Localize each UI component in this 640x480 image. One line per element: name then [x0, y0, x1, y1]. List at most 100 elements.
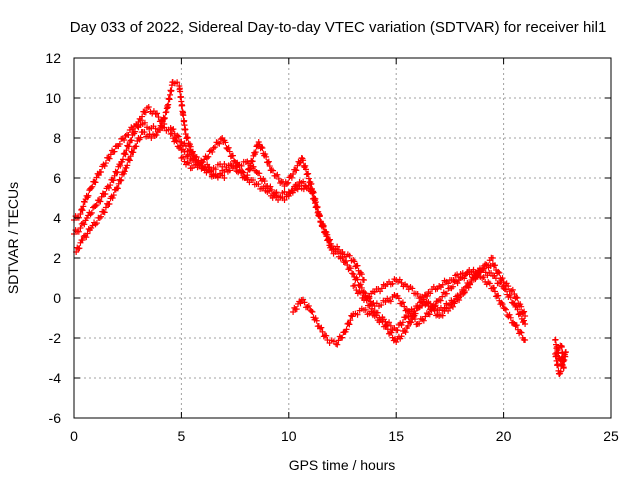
data-point-marker — [244, 172, 251, 179]
y-axis-label: SDTVAR / TECUs — [5, 182, 21, 294]
data-point-marker — [405, 323, 412, 330]
data-point-marker — [398, 333, 405, 340]
data-point-marker — [137, 117, 144, 124]
data-point-marker — [77, 225, 84, 231]
data-point-marker — [492, 262, 499, 269]
data-point-marker — [399, 319, 406, 326]
data-point-marker — [95, 172, 102, 179]
data-point-marker — [245, 165, 252, 172]
data-point-marker — [405, 313, 412, 320]
data-point-marker — [285, 179, 292, 186]
data-point-marker — [399, 299, 406, 306]
y-tick-label: -2 — [49, 330, 62, 346]
y-tick-label: 12 — [45, 50, 61, 66]
data-point-marker — [192, 156, 199, 163]
data-point-marker — [398, 279, 405, 286]
data-point-marker — [225, 144, 232, 151]
data-point-marker — [366, 302, 373, 309]
data-point-marker — [560, 358, 567, 365]
y-tick-label: 10 — [45, 90, 61, 106]
x-tick-label: 25 — [603, 428, 619, 444]
data-point-marker — [189, 148, 196, 155]
data-point-marker — [297, 300, 304, 307]
data-point-marker — [88, 209, 95, 216]
data-point-marker — [490, 262, 497, 269]
data-point-marker — [556, 345, 563, 352]
data-point-marker — [369, 288, 376, 295]
data-point-marker — [260, 183, 267, 190]
data-point-marker — [173, 137, 180, 144]
data-point-marker — [418, 302, 425, 309]
data-point-marker — [407, 309, 414, 316]
data-point-marker — [358, 305, 365, 312]
data-point-marker — [145, 104, 152, 111]
data-point-marker — [281, 197, 288, 203]
data-point-marker — [113, 169, 120, 176]
data-point-marker — [96, 197, 103, 204]
data-point-marker — [182, 126, 189, 133]
data-point-marker — [139, 113, 146, 120]
data-point-marker — [486, 280, 493, 287]
data-point-marker — [347, 265, 354, 272]
data-point-marker — [350, 271, 357, 277]
data-point-marker — [105, 185, 112, 192]
data-point-marker — [291, 187, 298, 194]
data-point-marker — [127, 153, 134, 160]
data-point-marker — [263, 153, 270, 160]
data-point-marker — [150, 108, 157, 115]
data-point-marker — [513, 294, 520, 301]
data-point-marker — [184, 134, 191, 141]
data-point-marker — [155, 114, 162, 121]
data-point-marker — [111, 148, 118, 155]
data-point-marker — [506, 311, 513, 318]
data-point-marker — [419, 293, 426, 300]
data-point-marker — [89, 183, 96, 190]
data-point-marker — [318, 324, 325, 331]
data-point-marker — [313, 317, 320, 324]
data-point-marker — [439, 312, 446, 319]
data-point-marker — [434, 307, 441, 314]
data-point-marker — [258, 143, 265, 150]
data-point-marker — [116, 141, 123, 148]
data-point-marker — [222, 139, 229, 146]
data-point-marker — [374, 309, 381, 316]
data-point-marker — [409, 285, 416, 292]
data-point-marker — [217, 170, 224, 177]
data-point-marker — [214, 173, 221, 180]
data-point-marker — [389, 280, 396, 287]
data-point-marker — [560, 353, 567, 360]
data-point-marker — [110, 192, 117, 199]
data-point-marker — [305, 302, 312, 309]
data-point-marker — [165, 101, 172, 108]
data-point-marker — [267, 183, 274, 190]
data-point-marker — [451, 298, 458, 305]
data-point-marker — [117, 177, 124, 184]
data-point-marker — [146, 125, 153, 132]
data-point-marker — [95, 214, 102, 221]
data-point-marker — [246, 166, 253, 173]
data-point-marker — [432, 302, 439, 309]
data-point-marker — [501, 305, 508, 312]
data-point-marker — [496, 269, 503, 276]
data-point-marker — [208, 166, 215, 173]
data-point-marker — [275, 175, 282, 182]
data-point-marker — [155, 126, 162, 133]
data-point-marker — [92, 179, 99, 186]
data-points — [71, 79, 569, 377]
data-point-marker — [262, 151, 269, 158]
data-point-marker — [123, 147, 130, 154]
data-point-marker — [161, 115, 168, 122]
data-point-marker — [323, 332, 330, 339]
data-point-marker — [213, 139, 220, 146]
data-point-marker — [232, 159, 239, 165]
data-point-marker — [189, 149, 196, 156]
data-point-marker — [177, 88, 184, 95]
data-point-marker — [412, 290, 419, 297]
data-point-marker — [386, 319, 393, 326]
data-point-marker — [369, 305, 376, 312]
data-point-marker — [359, 276, 366, 283]
y-tick-label: 4 — [53, 210, 61, 226]
data-point-marker — [353, 287, 360, 294]
data-point-marker — [357, 281, 364, 288]
